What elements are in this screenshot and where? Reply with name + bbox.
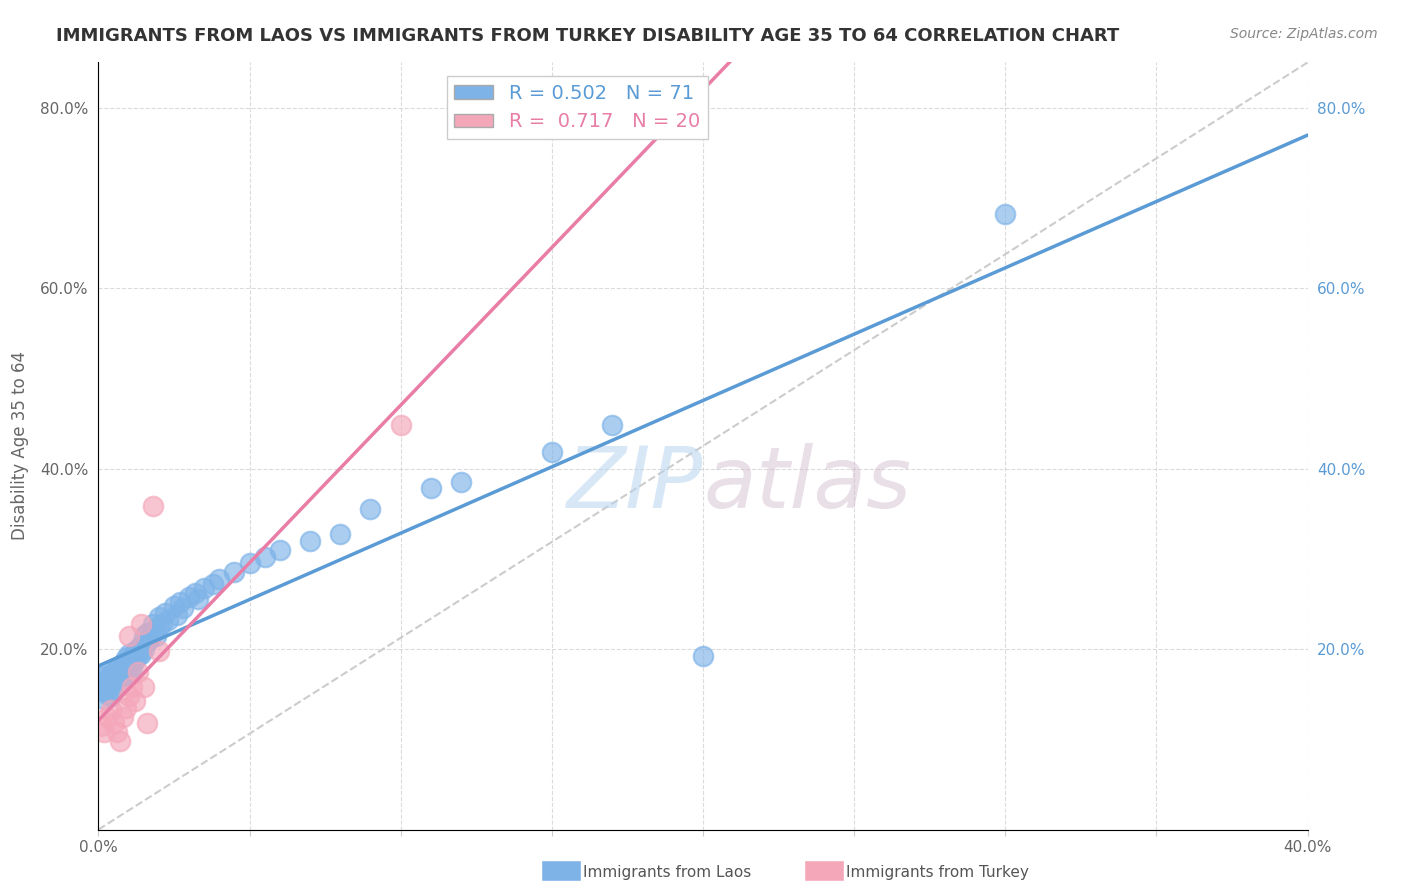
Point	[166, 607, 188, 622]
Point	[450, 475, 472, 489]
Point	[118, 647, 141, 661]
Point	[253, 549, 276, 564]
Point	[602, 418, 624, 433]
Point	[142, 616, 165, 631]
Point	[142, 624, 165, 638]
Point	[100, 667, 122, 681]
Point	[153, 606, 176, 620]
Point	[692, 649, 714, 664]
Point	[103, 682, 125, 697]
Point	[103, 665, 125, 679]
Point	[90, 682, 112, 697]
Point	[96, 665, 118, 679]
Point	[202, 577, 225, 591]
Point	[208, 572, 231, 586]
Point	[169, 595, 191, 609]
Point	[108, 673, 131, 688]
Point	[100, 676, 122, 690]
Point	[93, 669, 115, 683]
Point	[105, 725, 128, 739]
Point	[111, 656, 134, 670]
Point	[124, 694, 146, 708]
Point	[114, 700, 136, 714]
Point	[172, 601, 194, 615]
Point	[540, 445, 562, 459]
Point	[105, 662, 128, 676]
Point	[420, 482, 443, 496]
Point	[224, 566, 246, 580]
Point	[90, 678, 112, 692]
Point	[148, 619, 170, 633]
Point	[148, 644, 170, 658]
Text: IMMIGRANTS FROM LAOS VS IMMIGRANTS FROM TURKEY DISABILITY AGE 35 TO 64 CORRELATI: IMMIGRANTS FROM LAOS VS IMMIGRANTS FROM …	[56, 27, 1119, 45]
Point	[127, 649, 149, 664]
Y-axis label: Disability Age 35 to 64: Disability Age 35 to 64	[11, 351, 30, 541]
Point	[121, 680, 143, 694]
Point	[145, 628, 167, 642]
Point	[299, 533, 322, 548]
Point	[124, 653, 146, 667]
Point	[114, 651, 136, 665]
Point	[90, 719, 112, 733]
Point	[127, 642, 149, 657]
Point	[103, 716, 125, 731]
Point	[193, 581, 215, 595]
Point	[329, 526, 352, 541]
Point	[118, 689, 141, 703]
Point	[93, 725, 115, 739]
Point	[239, 557, 262, 571]
Point	[121, 649, 143, 664]
Point	[994, 207, 1017, 221]
Point	[129, 638, 152, 652]
Point	[108, 665, 131, 679]
Point	[135, 716, 157, 731]
Point	[139, 632, 162, 646]
Point	[108, 734, 131, 748]
Point	[111, 669, 134, 683]
Text: Immigrants from Laos: Immigrants from Laos	[583, 865, 752, 880]
Point	[105, 678, 128, 692]
Point	[150, 616, 173, 631]
Point	[111, 660, 134, 674]
Point	[132, 628, 155, 642]
Point	[111, 710, 134, 724]
Point	[124, 644, 146, 658]
Text: Immigrants from Turkey: Immigrants from Turkey	[846, 865, 1029, 880]
Point	[148, 610, 170, 624]
Point	[129, 647, 152, 661]
Point	[105, 669, 128, 683]
Point	[179, 590, 201, 604]
Text: atlas: atlas	[703, 442, 911, 526]
Point	[96, 710, 118, 724]
Point	[389, 418, 412, 433]
Point	[269, 542, 291, 557]
Point	[121, 660, 143, 674]
Point	[129, 616, 152, 631]
Point	[132, 642, 155, 657]
Point	[118, 656, 141, 670]
Point	[132, 680, 155, 694]
Point	[96, 678, 118, 692]
Point	[156, 613, 179, 627]
Point	[360, 502, 382, 516]
Point	[187, 592, 209, 607]
Legend: R = 0.502   N = 71, R =  0.717   N = 20: R = 0.502 N = 71, R = 0.717 N = 20	[447, 76, 709, 139]
Text: Source: ZipAtlas.com: Source: ZipAtlas.com	[1230, 27, 1378, 41]
Point	[100, 689, 122, 703]
Point	[127, 665, 149, 679]
Point	[163, 599, 186, 613]
Text: ZIP: ZIP	[567, 442, 703, 526]
Point	[93, 691, 115, 706]
Point	[135, 625, 157, 640]
Point	[100, 703, 122, 717]
Point	[96, 687, 118, 701]
Point	[103, 671, 125, 685]
Point	[142, 500, 165, 514]
Point	[93, 673, 115, 688]
Point	[114, 665, 136, 679]
Point	[135, 635, 157, 649]
Point	[184, 586, 207, 600]
Point	[118, 665, 141, 679]
Point	[118, 628, 141, 642]
